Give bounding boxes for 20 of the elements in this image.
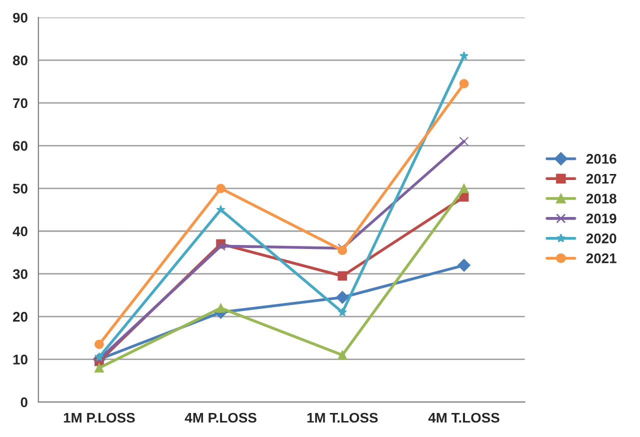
y-tick-label: 90: [13, 12, 28, 23]
y-tick-label: 0: [20, 397, 28, 408]
x-tick-label: 4M T.LOSS: [428, 412, 500, 423]
legend-label: 2019: [586, 214, 616, 224]
y-tick-label: 50: [12, 184, 28, 194]
x-tick-label: 1M T.LOSS: [307, 412, 378, 423]
legend-label: 2020: [586, 233, 616, 244]
y-tick-label: 80: [12, 56, 28, 66]
y-tick-label: 70: [13, 98, 28, 108]
legend-label: 2017: [586, 174, 616, 184]
x-tick-label: 4M P.LOSS: [184, 412, 256, 423]
y-tick-label: 40: [12, 226, 28, 236]
legend-label: 2018: [586, 194, 616, 204]
y-tick-label: 10: [13, 354, 28, 364]
legend-label: 2016: [586, 154, 616, 164]
y-tick-label: 30: [12, 269, 28, 280]
legend-label: 2021: [586, 253, 616, 264]
x-tick-label: 1M P.LOSS: [64, 412, 135, 423]
y-tick-label: 60: [13, 141, 28, 151]
y-tick-label: 20: [13, 312, 28, 322]
